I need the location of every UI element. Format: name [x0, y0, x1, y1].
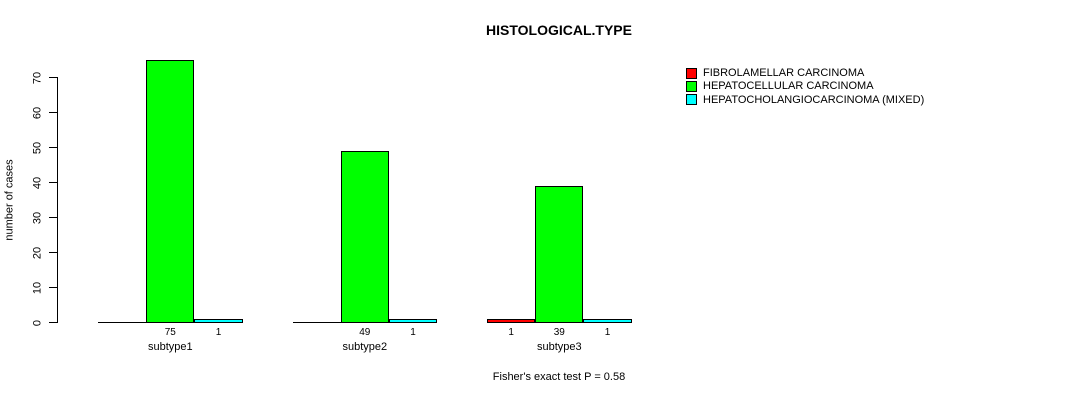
bar-value-subtype3-fibrolamellar: 1	[508, 326, 514, 338]
category-label-subtype1: subtype1	[147, 341, 193, 353]
y-tick	[49, 252, 57, 253]
legend-swatch-fibrolamellar	[686, 67, 697, 79]
chart-title: HISTOLOGICAL.TYPE	[486, 22, 632, 38]
bar-value-subtype2-hepatocellular: 49	[359, 326, 371, 338]
bar-subtype1-hepatocellular	[146, 59, 195, 323]
y-tick	[49, 77, 57, 78]
bar-value-subtype2-hepatocholangiocarcinoma: 1	[410, 326, 416, 338]
bar-subtype2-hepatocellular	[340, 150, 389, 323]
bar-subtype3-fibrolamellar	[487, 318, 536, 323]
bar-value-subtype1-hepatocellular: 75	[164, 326, 176, 338]
bar-subtype2-hepatocholangiocarcinoma	[388, 318, 438, 323]
legend-item: HEPATOCHOLANGIOCARCINOMA (MIXED)	[686, 94, 924, 106]
legend-swatch-hepatocellular	[686, 80, 697, 92]
category-label-subtype3: subtype3	[536, 341, 582, 353]
legend-swatch-hepatocholangiocarcinoma	[686, 94, 697, 106]
category-label-subtype2: subtype2	[342, 341, 388, 353]
y-tick	[49, 182, 57, 183]
annotation-text: Fisher's exact test P = 0.58	[492, 371, 626, 383]
legend-label: HEPATOCELLULAR CARCINOMA	[703, 80, 874, 93]
legend-label: FIBROLAMELLAR CARCINOMA	[703, 67, 865, 79]
y-tick	[49, 147, 57, 148]
bar-value-subtype3-hepatocholangiocarcinoma: 1	[604, 326, 611, 338]
y-tick	[49, 112, 57, 113]
legend-label: HEPATOCHOLANGIOCARCINOMA (MIXED)	[703, 93, 925, 106]
legend-item: FIBROLAMELLAR CARCINOMA	[686, 67, 864, 79]
bar-value-subtype3-hepatocellular: 39	[553, 326, 565, 338]
bar-subtype1-hepatocholangiocarcinoma	[194, 318, 243, 323]
bar-value-subtype1-hepatocholangiocarcinoma: 1	[215, 326, 222, 338]
y-axis-line	[57, 77, 58, 323]
bar-subtype3-hepatocholangiocarcinoma	[583, 318, 632, 323]
bar-subtype3-hepatocellular	[535, 185, 584, 323]
y-tick	[49, 287, 57, 288]
y-tick	[49, 217, 57, 218]
legend-item: HEPATOCELLULAR CARCINOMA	[686, 80, 874, 92]
y-tick	[49, 322, 57, 323]
